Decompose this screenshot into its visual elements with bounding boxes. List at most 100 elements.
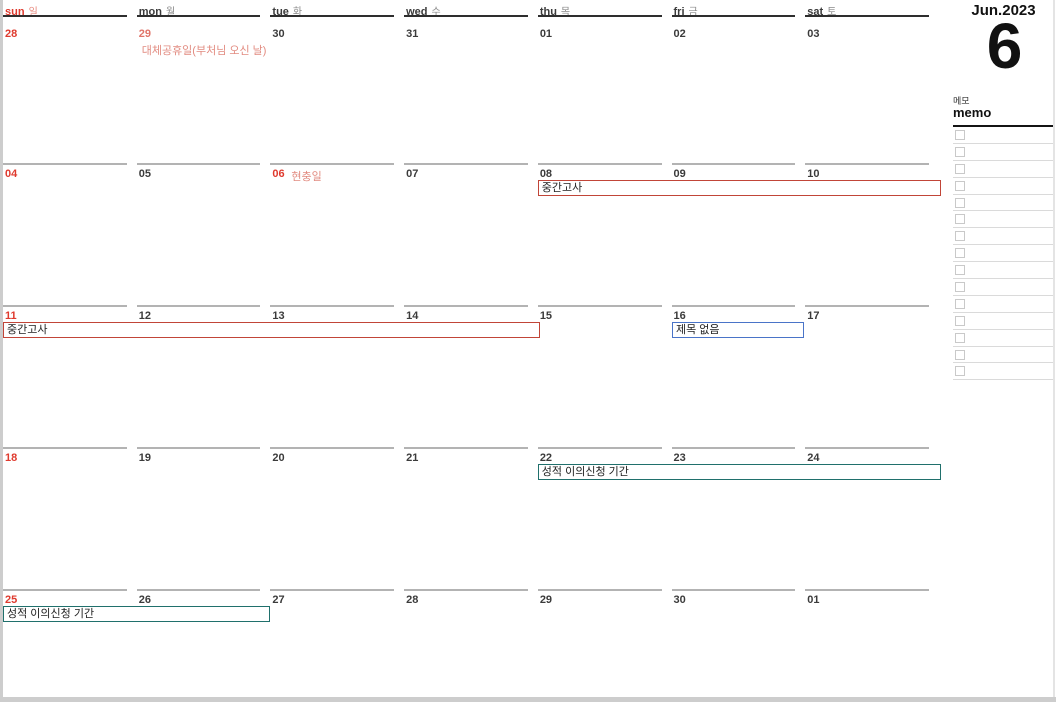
day-number: 08 bbox=[539, 168, 553, 180]
day-cell[interactable]: 08 bbox=[537, 163, 672, 305]
memo-checkbox[interactable] bbox=[955, 265, 965, 276]
day-cell[interactable]: 22 bbox=[537, 447, 672, 589]
window-right-edge bbox=[1053, 0, 1055, 697]
memo-checkbox[interactable] bbox=[955, 130, 965, 140]
day-cell[interactable]: 10 bbox=[805, 163, 939, 305]
memo-row bbox=[953, 161, 1053, 178]
weekday-ko: 화 bbox=[292, 7, 303, 18]
memo-checkbox[interactable] bbox=[955, 146, 965, 157]
event-bar[interactable]: 성적 이의신청 기간 bbox=[3, 606, 270, 622]
memo-checkbox[interactable] bbox=[955, 248, 965, 259]
month-label: Jun.2023 bbox=[971, 2, 1036, 19]
holiday-label: 현충일 bbox=[291, 171, 322, 183]
holiday-label: 대체공휴일(부처님 오신 날) bbox=[141, 45, 267, 57]
weekday-ko: 목 bbox=[560, 7, 571, 18]
weekday-sun: sun 일 bbox=[3, 0, 137, 18]
memo-checkbox[interactable] bbox=[955, 180, 965, 191]
day-number: 31 bbox=[406, 28, 419, 40]
day-number: 30 bbox=[272, 28, 285, 40]
day-cell[interactable]: 06 현충일 bbox=[270, 163, 404, 305]
day-cell[interactable]: 15 bbox=[537, 305, 672, 447]
day-number: 20 bbox=[272, 452, 285, 464]
weekday-wed: wed 수 bbox=[404, 0, 538, 18]
window-left-edge bbox=[0, 0, 3, 702]
day-number: 28 bbox=[5, 28, 18, 40]
day-cell[interactable]: 16 bbox=[671, 305, 806, 447]
memo-row bbox=[953, 245, 1053, 263]
day-number: 12 bbox=[138, 310, 151, 322]
week-row-1: 28 29 대체공휴일(부처님 오신 날) 30 31 01 02 03 bbox=[3, 17, 939, 163]
day-cell[interactable]: 31 bbox=[404, 17, 538, 163]
memo-checkbox[interactable] bbox=[955, 231, 965, 242]
day-cell[interactable]: 04 bbox=[3, 163, 137, 305]
day-number: 03 bbox=[807, 28, 820, 40]
weekday-header-row: sun 일 mon 월 tue 화 wed 수 thu 목 fri 금 sat 토 bbox=[3, 0, 939, 18]
day-number: 28 bbox=[406, 594, 419, 606]
day-number: 27 bbox=[272, 594, 285, 606]
day-cell[interactable]: 14 bbox=[404, 305, 538, 447]
memo-checkbox[interactable] bbox=[955, 163, 965, 174]
day-number: 11 bbox=[5, 310, 17, 322]
month-big-number: 6 bbox=[986, 10, 1023, 82]
event-bar[interactable]: 중간고사 bbox=[537, 180, 941, 196]
week-row-3: 11 12 13 14 15 16 17 중간고사 제목 없음 bbox=[3, 305, 939, 447]
event-bar[interactable]: 제목 없음 bbox=[672, 322, 804, 338]
day-cell[interactable]: 18 bbox=[3, 447, 137, 589]
day-cell[interactable]: 05 bbox=[136, 163, 271, 305]
day-number: 15 bbox=[539, 310, 553, 322]
day-cell[interactable]: 21 bbox=[404, 447, 538, 589]
memo-rows bbox=[953, 127, 1053, 381]
day-cell[interactable]: 23 bbox=[671, 447, 806, 589]
day-cell[interactable]: 20 bbox=[270, 447, 404, 589]
day-cell[interactable]: 13 bbox=[270, 305, 404, 447]
day-cell[interactable]: 19 bbox=[136, 447, 271, 589]
day-cell[interactable]: 29 bbox=[537, 589, 672, 697]
week-row-5: 25 26 27 28 29 30 01 성적 이의신청 기간 bbox=[3, 589, 939, 697]
day-number: 05 bbox=[138, 168, 151, 180]
day-cell[interactable]: 27 bbox=[270, 589, 404, 697]
memo-checkbox[interactable] bbox=[955, 332, 965, 343]
memo-row bbox=[953, 195, 1053, 212]
weekday-ko: 월 bbox=[165, 7, 176, 18]
day-cell[interactable]: 30 bbox=[270, 17, 404, 163]
weekday-en: fri bbox=[673, 6, 685, 18]
memo-header-rule bbox=[953, 120, 1053, 127]
memo-checkbox[interactable] bbox=[955, 366, 965, 377]
window-bottom-edge bbox=[0, 697, 1056, 702]
day-number: 18 bbox=[5, 452, 18, 464]
day-number: 06 bbox=[272, 168, 285, 180]
day-cell[interactable]: 17 bbox=[805, 305, 939, 447]
event-bar[interactable]: 중간고사 bbox=[3, 322, 540, 338]
memo-title-ko: 메모 bbox=[953, 96, 970, 106]
day-cell[interactable]: 25 bbox=[3, 589, 137, 697]
day-cell[interactable]: 01 bbox=[805, 589, 939, 697]
day-cell[interactable]: 02 bbox=[672, 17, 806, 163]
memo-checkbox[interactable] bbox=[955, 197, 965, 208]
memo-checkbox[interactable] bbox=[955, 315, 965, 326]
day-cell[interactable]: 12 bbox=[136, 305, 271, 447]
day-cell[interactable]: 07 bbox=[404, 163, 538, 305]
day-number: 01 bbox=[539, 28, 553, 40]
day-number: 04 bbox=[5, 168, 18, 180]
day-cell[interactable]: 28 bbox=[3, 17, 137, 163]
day-cell[interactable]: 30 bbox=[671, 589, 806, 697]
day-cell[interactable]: 28 bbox=[404, 589, 538, 697]
memo-checkbox[interactable] bbox=[955, 298, 965, 309]
weekday-ko: 수 bbox=[431, 7, 441, 18]
event-bar[interactable]: 성적 이의신청 기간 bbox=[537, 464, 941, 480]
day-cell[interactable]: 09 bbox=[671, 163, 806, 305]
memo-row bbox=[953, 178, 1053, 195]
memo-checkbox[interactable] bbox=[955, 214, 965, 225]
day-number: 14 bbox=[406, 310, 419, 322]
memo-checkbox[interactable] bbox=[955, 282, 965, 293]
day-cell[interactable]: 01 bbox=[538, 17, 672, 163]
weekday-mon: mon 월 bbox=[136, 0, 271, 18]
day-cell[interactable]: 29 대체공휴일(부처님 오신 날) bbox=[137, 17, 271, 163]
day-number: 22 bbox=[539, 452, 553, 464]
day-cell[interactable]: 11 bbox=[3, 305, 137, 447]
day-cell[interactable]: 26 bbox=[136, 589, 271, 697]
day-cell[interactable]: 24 bbox=[805, 447, 939, 589]
day-cell[interactable]: 03 bbox=[805, 17, 939, 163]
day-number: 17 bbox=[807, 310, 820, 322]
memo-checkbox[interactable] bbox=[955, 349, 965, 360]
